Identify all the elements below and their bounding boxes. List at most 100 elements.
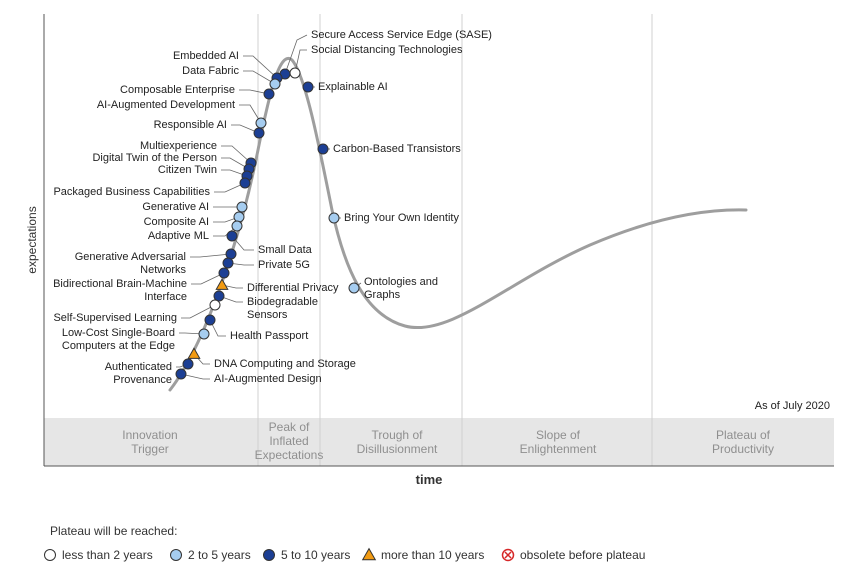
label-health-passport: Health Passport bbox=[230, 330, 308, 342]
label-carbon-based-transistors-line: Carbon-Based Transistors bbox=[333, 143, 461, 155]
phase-label-line: Trigger bbox=[131, 442, 169, 456]
label-authenticated-provenance: Authenticated Provenance bbox=[105, 361, 172, 386]
tech-labels: Secure Access Service Edge (SASE) Social … bbox=[53, 29, 492, 386]
hype-curve bbox=[168, 56, 748, 392]
phase-label: Peak of Inflated Expectations bbox=[255, 420, 324, 462]
legend-2to5-label: 2 to 5 years bbox=[188, 548, 251, 562]
label-composable-enterprise: Composable Enterprise bbox=[120, 84, 235, 96]
label-composite-ai-line: Composite AI bbox=[144, 216, 209, 228]
label-carbon-based-transistors: Carbon-Based Transistors bbox=[333, 143, 461, 155]
phase-label-line: Expectations bbox=[255, 448, 324, 462]
legend-obsolete-label: obsolete before plateau bbox=[520, 548, 645, 562]
legend-title-line: Plateau will be reached: bbox=[50, 524, 177, 538]
label-ai-augmented-development-line: AI-Augmented Development bbox=[97, 99, 235, 111]
label-multiexperience: Multiexperience bbox=[140, 140, 217, 152]
label-ai-augmented-design-line: AI-Augmented Design bbox=[214, 373, 322, 385]
phase-label-line: Plateau of bbox=[716, 428, 771, 442]
label-generative-adversarial-networks-line: Networks bbox=[140, 264, 186, 276]
leader-ai-augmented-development bbox=[239, 104, 262, 124]
leader-health-passport bbox=[209, 319, 226, 337]
label-dna-computing-and-storage-line: DNA Computing and Storage bbox=[214, 358, 356, 370]
legend-obsolete-swatch bbox=[501, 548, 515, 562]
leader-low-cost-single-board-computers-at-the-edge bbox=[179, 332, 205, 335]
legend-2to5-swatch bbox=[170, 549, 182, 561]
label-social-distancing-technologies: Social Distancing Technologies bbox=[311, 44, 463, 56]
label-data-fabric-line: Data Fabric bbox=[182, 65, 239, 77]
legend-obsolete-label-line: obsolete before plateau bbox=[520, 548, 645, 562]
marker-generative-ai bbox=[236, 201, 248, 213]
leader-citizen-twin bbox=[221, 169, 248, 177]
y-axis-title: expectations bbox=[25, 206, 39, 273]
label-dna-computing-and-storage: DNA Computing and Storage bbox=[214, 358, 356, 370]
y-axis-title-line: expectations bbox=[25, 206, 39, 273]
phase-band bbox=[44, 418, 834, 466]
label-small-data: Small Data bbox=[258, 244, 313, 256]
leader-data-fabric bbox=[243, 70, 276, 85]
label-data-fabric: Data Fabric bbox=[182, 65, 239, 77]
label-packaged-business-capabilities-line: Packaged Business Capabilities bbox=[53, 186, 210, 198]
label-responsible-ai: Responsible AI bbox=[154, 119, 227, 131]
legend-title: Plateau will be reached: bbox=[50, 524, 177, 538]
legend-obsolete-swatch-cross bbox=[504, 551, 512, 559]
leader-social-distancing-technologies bbox=[294, 49, 307, 74]
phase-label-line: Peak of bbox=[269, 420, 310, 434]
legend-5to10-label-line: 5 to 10 years bbox=[281, 548, 350, 562]
label-authenticated-provenance-line: Provenance bbox=[113, 374, 172, 386]
label-multiexperience-line: Multiexperience bbox=[140, 140, 217, 152]
marker-composite-ai bbox=[233, 211, 245, 223]
leader-generative-adversarial-networks bbox=[190, 253, 232, 258]
leader-bidirectional-brain-machine-interface bbox=[191, 272, 225, 285]
marker-small-data bbox=[226, 230, 238, 242]
label-private-5g-line: Private 5G bbox=[258, 259, 310, 271]
label-ai-augmented-design: AI-Augmented Design bbox=[214, 373, 322, 385]
label-ontologies-and-graphs-line: Graphs bbox=[364, 289, 401, 301]
leader-packaged-business-capabilities bbox=[214, 182, 246, 193]
marker-ai-augmented-design bbox=[175, 368, 187, 380]
marker-self-supervised-learning bbox=[209, 299, 221, 311]
label-small-data-line: Small Data bbox=[258, 244, 313, 256]
leader-digital-twin-of-the-person bbox=[221, 157, 250, 170]
marker-ai-augmented-development bbox=[255, 117, 267, 129]
label-explainable-ai: Explainable AI bbox=[318, 81, 388, 93]
label-adaptive-ml-line: Adaptive ML bbox=[148, 230, 209, 242]
label-differential-privacy-line: Differential Privacy bbox=[247, 282, 339, 294]
label-self-supervised-learning-line: Self-Supervised Learning bbox=[53, 312, 177, 324]
label-biodegradable-sensors-line: Biodegradable bbox=[247, 296, 318, 308]
leader-ai-augmented-design bbox=[180, 373, 210, 380]
marker-social-distancing-technologies bbox=[289, 67, 301, 79]
phase-label-line: Disillusionment bbox=[357, 442, 438, 456]
leader-responsible-ai bbox=[231, 124, 260, 134]
legend-lt2-label: less than 2 years bbox=[62, 548, 153, 562]
label-secure-access-service-edge-sase-line: Secure Access Service Edge (SASE) bbox=[311, 29, 492, 41]
label-packaged-business-capabilities: Packaged Business Capabilities bbox=[53, 186, 210, 198]
label-secure-access-service-edge-sase: Secure Access Service Edge (SASE) bbox=[311, 29, 492, 41]
phase-label-line: Enlightenment bbox=[520, 442, 597, 456]
label-health-passport-line: Health Passport bbox=[230, 330, 308, 342]
marker-responsible-ai bbox=[253, 127, 265, 139]
label-low-cost-single-board-computers-at-the-edge-line: Low-Cost Single-Board bbox=[62, 327, 175, 339]
phase-label-line: Trough of bbox=[372, 428, 424, 442]
phase-label: Trough of Disillusionment bbox=[357, 428, 438, 456]
label-citizen-twin-line: Citizen Twin bbox=[158, 164, 217, 176]
marker-packaged-business-capabilities bbox=[239, 177, 251, 189]
label-bidirectional-brain-machine-interface-line: Bidirectional Brain-Machine bbox=[53, 278, 187, 290]
label-generative-ai: Generative AI bbox=[142, 201, 209, 213]
leader-composable-enterprise bbox=[239, 89, 270, 95]
label-ontologies-and-graphs-line: Ontologies and bbox=[364, 276, 438, 288]
phase-label-line: Inflated bbox=[269, 434, 308, 448]
label-bring-your-own-identity: Bring Your Own Identity bbox=[344, 212, 459, 224]
marker-bring-your-own-identity bbox=[328, 212, 340, 224]
label-adaptive-ml: Adaptive ML bbox=[148, 230, 209, 242]
leader-embedded-ai bbox=[243, 55, 278, 79]
label-biodegradable-sensors-line: Sensors bbox=[247, 309, 288, 321]
label-citizen-twin: Citizen Twin bbox=[158, 164, 217, 176]
marker-composable-enterprise bbox=[263, 88, 275, 100]
legend-gt10-swatch bbox=[361, 547, 377, 561]
legend bbox=[44, 547, 515, 562]
label-differential-privacy: Differential Privacy bbox=[247, 282, 339, 294]
as-of-date: As of July 2020 bbox=[755, 400, 830, 412]
legend-5to10-swatch bbox=[263, 549, 275, 561]
phase-label-line: Slope of bbox=[536, 428, 581, 442]
